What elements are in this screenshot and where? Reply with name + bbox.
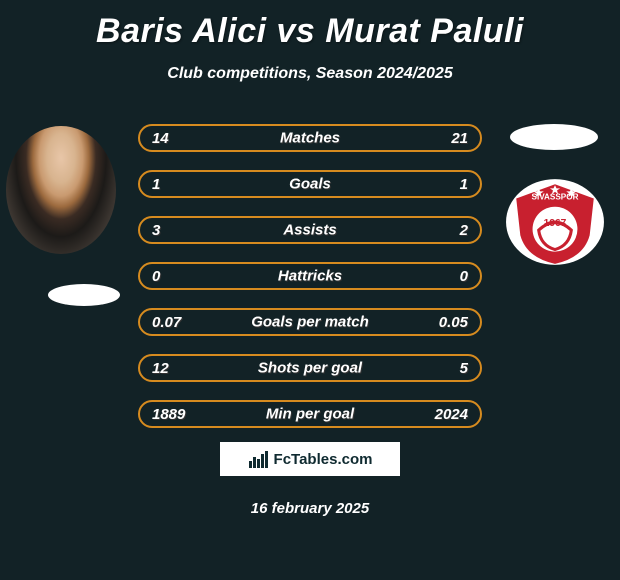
player-left-avatar	[6, 126, 116, 254]
page-subtitle: Club competitions, Season 2024/2025	[0, 65, 620, 83]
stat-label: Goals	[289, 176, 331, 193]
player-left-oval	[48, 284, 120, 306]
stat-row: 1889 Min per goal 2024	[138, 400, 482, 428]
player-right-oval	[510, 124, 598, 150]
chart-bars-icon	[248, 449, 270, 469]
stat-left-value: 0	[152, 268, 160, 285]
page-date: 16 february 2025	[251, 500, 369, 517]
stat-row: 1 Goals 1	[138, 170, 482, 198]
stat-label: Min per goal	[266, 406, 354, 423]
stat-left-value: 1	[152, 176, 160, 193]
stat-right-value: 2024	[435, 406, 468, 423]
stat-label: Hattricks	[278, 268, 342, 285]
stat-row: 14 Matches 21	[138, 124, 482, 152]
stat-row: 0.07 Goals per match 0.05	[138, 308, 482, 336]
page-title: Baris Alici vs Murat Paluli	[0, 0, 620, 51]
fctables-logo-text: FcTables.com	[274, 451, 373, 468]
player-right-club-badge: SIVASSPOR 1967	[504, 176, 606, 268]
stat-row: 0 Hattricks 0	[138, 262, 482, 290]
stat-left-value: 12	[152, 360, 169, 377]
stat-label: Assists	[283, 222, 336, 239]
stat-row: 12 Shots per goal 5	[138, 354, 482, 382]
stat-left-value: 0.07	[152, 314, 181, 331]
fctables-logo: FcTables.com	[220, 442, 400, 476]
stat-right-value: 0	[460, 268, 468, 285]
stat-right-value: 5	[460, 360, 468, 377]
stat-label: Goals per match	[251, 314, 369, 331]
stat-right-value: 21	[451, 130, 468, 147]
stat-label: Shots per goal	[258, 360, 362, 377]
stat-right-value: 0.05	[439, 314, 468, 331]
stat-right-value: 1	[460, 176, 468, 193]
sivasspor-badge-icon: SIVASSPOR 1967	[504, 176, 606, 268]
stats-table: 14 Matches 21 1 Goals 1 3 Assists 2 0 Hattricks 0 0.…	[138, 124, 482, 446]
stat-row: 3 Assists 2	[138, 216, 482, 244]
stat-left-value: 3	[152, 222, 160, 239]
stat-left-value: 1889	[152, 406, 185, 423]
stat-label: Matches	[280, 130, 340, 147]
stat-right-value: 2	[460, 222, 468, 239]
stat-left-value: 14	[152, 130, 169, 147]
